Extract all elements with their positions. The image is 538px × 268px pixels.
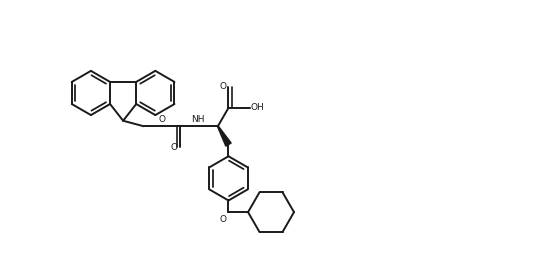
Text: O: O (170, 143, 177, 152)
Text: O: O (220, 82, 226, 91)
Text: NH: NH (191, 115, 204, 124)
Text: OH: OH (251, 103, 265, 112)
Text: O: O (220, 215, 226, 224)
Text: O: O (158, 115, 165, 124)
Polygon shape (217, 126, 231, 146)
